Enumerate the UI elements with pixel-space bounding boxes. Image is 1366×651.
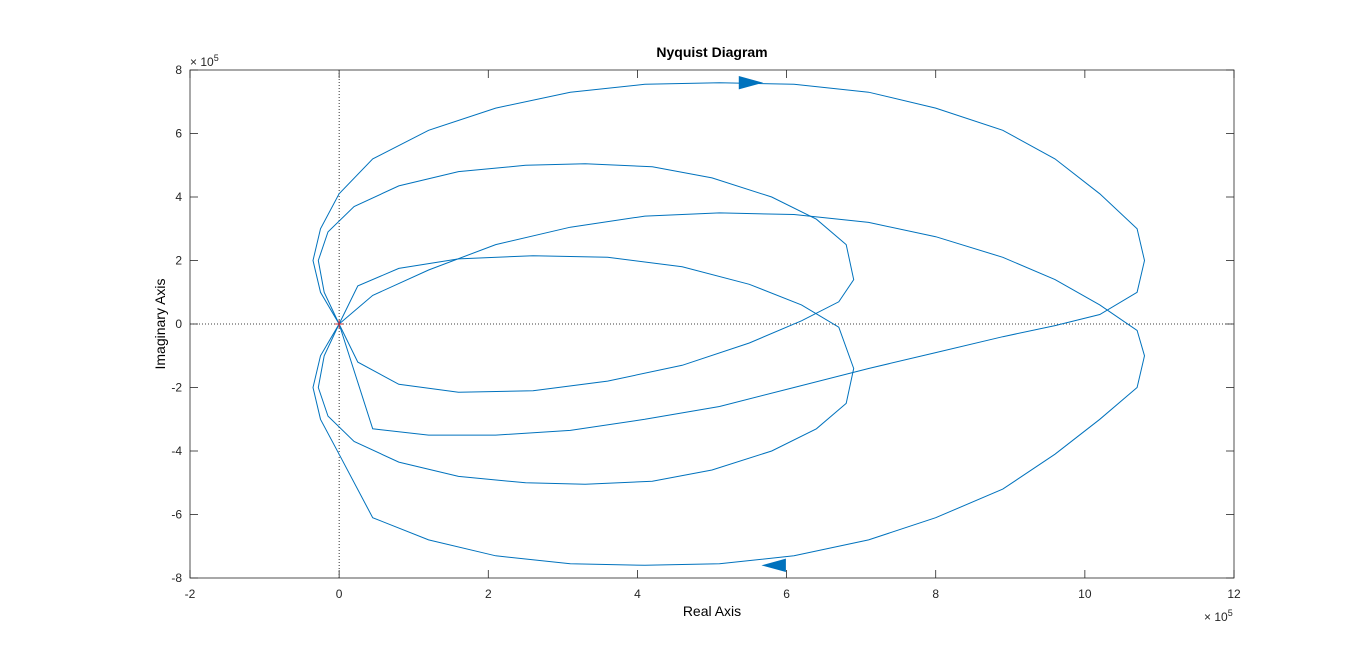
x-tick-label: 10 — [1078, 587, 1092, 601]
direction-arrow-2 — [761, 558, 786, 572]
chart-title: Nyquist Diagram — [656, 44, 767, 60]
y-exponent-label: × 105 — [190, 53, 219, 69]
x-exponent-power: 5 — [1228, 608, 1233, 618]
x-tick-label: 8 — [932, 587, 939, 601]
y-ticks: -8 -6 -4 -2 0 2 4 6 8 — [171, 63, 1234, 585]
nyquist-curve-3 — [317, 163, 855, 393]
direction-arrow-1 — [738, 76, 764, 90]
y-tick-label: 2 — [175, 254, 182, 268]
y-axis-label: Imaginary Axis — [152, 278, 168, 369]
x-tick-label: 12 — [1227, 587, 1241, 601]
svg-text:× 105: × 105 — [1204, 608, 1233, 624]
x-ticks: -2 0 2 4 6 8 10 12 — [185, 70, 1241, 601]
y-tick-label: 8 — [175, 63, 182, 77]
y-exponent-base: × 10 — [190, 55, 214, 69]
y-tick-label: -6 — [171, 508, 182, 522]
x-tick-label: 4 — [634, 587, 641, 601]
nyquist-curves — [312, 82, 1146, 566]
y-tick-label: -8 — [171, 571, 182, 585]
y-tick-label: -2 — [171, 381, 182, 395]
critical-point-marker — [335, 320, 344, 328]
nyquist-curve-4 — [317, 255, 855, 485]
y-exponent-power: 5 — [214, 53, 219, 63]
x-tick-label: 0 — [336, 587, 343, 601]
y-tick-label: -4 — [171, 444, 182, 458]
x-tick-label: 2 — [485, 587, 492, 601]
svg-text:× 105: × 105 — [190, 53, 219, 69]
x-axis-label: Real Axis — [683, 603, 741, 619]
markers — [335, 76, 786, 572]
x-tick-label: -2 — [185, 587, 196, 601]
y-tick-label: 6 — [175, 127, 182, 141]
y-tick-label: 4 — [175, 190, 182, 204]
x-tick-label: 6 — [783, 587, 790, 601]
x-exponent-base: × 10 — [1204, 610, 1228, 624]
x-exponent-label: × 105 — [1204, 608, 1233, 624]
nyquist-curve-2 — [312, 212, 1146, 566]
y-tick-label: 0 — [175, 317, 182, 331]
nyquist-curve-1 — [312, 82, 1146, 436]
